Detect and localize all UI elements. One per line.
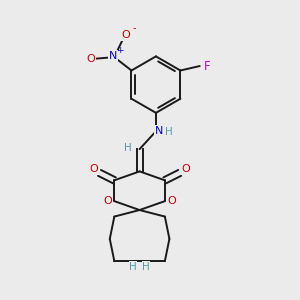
- Text: O: O: [87, 54, 95, 64]
- Text: O: O: [181, 164, 190, 174]
- Text: H: H: [165, 128, 173, 137]
- Text: H: H: [142, 262, 150, 272]
- Text: O: O: [89, 164, 98, 174]
- Text: N: N: [109, 51, 117, 61]
- Text: -: -: [132, 24, 136, 34]
- Text: O: O: [103, 196, 112, 206]
- Text: F: F: [204, 59, 211, 73]
- Text: O: O: [121, 30, 130, 40]
- Text: N: N: [155, 126, 163, 136]
- Text: O: O: [167, 196, 176, 206]
- Text: H: H: [124, 142, 132, 153]
- Text: +: +: [116, 46, 124, 55]
- Text: H: H: [129, 262, 137, 272]
